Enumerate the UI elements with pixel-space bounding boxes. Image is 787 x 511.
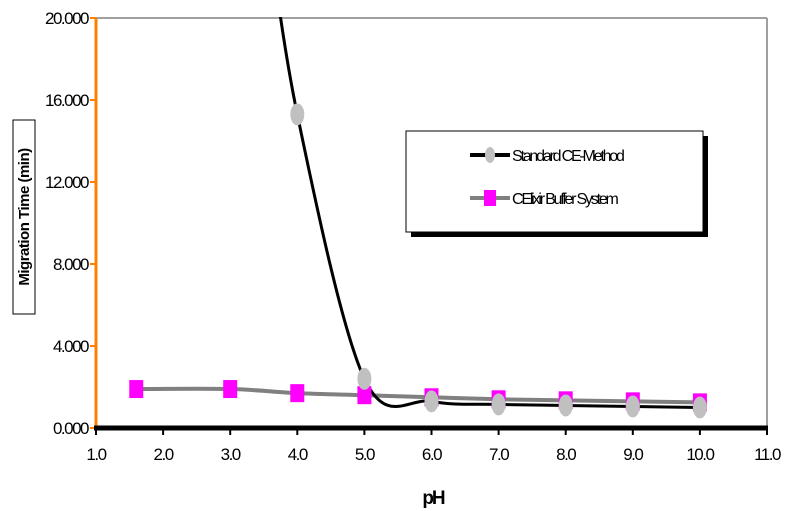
y-tick-label: 16.000 — [45, 91, 89, 110]
legend-label: Standard CE-Method — [512, 148, 624, 165]
series-layer — [129, 17, 707, 419]
legend-entry: CElixir Buffer System — [470, 190, 621, 208]
y-tick-label: 20.000 — [45, 9, 89, 28]
legend-marker — [484, 190, 496, 206]
x-tick-label: 11.0 — [754, 445, 781, 464]
y-axis-ticks: 0.000 4.000 8.000 12.000 16.000 20.000 — [45, 9, 96, 438]
y-tick-label: 0.000 — [53, 419, 89, 438]
y-tick-label: 4.000 — [53, 337, 89, 356]
x-tick-label: 7.0 — [489, 445, 509, 464]
data-point — [625, 395, 640, 418]
x-tick-label: 5.0 — [355, 445, 375, 464]
x-tick-label: 2.0 — [154, 445, 174, 464]
y-axis-title-group: Migration Time (min) — [12, 119, 36, 315]
x-tick-label: 3.0 — [221, 445, 241, 464]
data-point — [290, 103, 305, 126]
data-point — [357, 367, 372, 390]
data-point — [129, 380, 144, 399]
data-point — [223, 380, 238, 399]
data-point — [424, 390, 439, 413]
x-tick-label: 6.0 — [422, 445, 442, 464]
y-tick-label: 8.000 — [53, 255, 89, 274]
y-tick-label: 12.000 — [45, 173, 89, 192]
x-tick-label: 1.0 — [86, 445, 106, 464]
series-line — [136, 386, 700, 405]
data-point — [692, 396, 707, 419]
legend-label: CElixir Buffer System — [512, 191, 619, 208]
legend-entry: Standard CE-Method — [470, 147, 626, 165]
x-axis-title: pH — [422, 488, 445, 509]
data-point — [357, 386, 372, 405]
x-tick-label: 9.0 — [623, 445, 643, 464]
y-axis-title: Migration Time (min) — [16, 148, 33, 286]
series-0-markers — [290, 103, 707, 419]
data-point — [290, 384, 305, 403]
legend-marker — [485, 147, 495, 163]
legend: Standard CE-Method CElixir Buffer System — [405, 130, 708, 237]
x-tick-label: 10.0 — [686, 445, 714, 464]
series-1 — [136, 386, 700, 405]
y-axis-title-box — [12, 119, 36, 315]
x-tick-label: 8.0 — [556, 445, 576, 464]
data-point — [491, 393, 506, 416]
data-point — [558, 394, 573, 417]
x-tick-label: 4.0 — [288, 445, 308, 464]
x-axis-ticks: 1.0 2.0 3.0 4.0 5.0 6.0 7.0 8.0 9.0 10.0 11.0 — [86, 428, 782, 464]
legend-box — [405, 130, 704, 233]
